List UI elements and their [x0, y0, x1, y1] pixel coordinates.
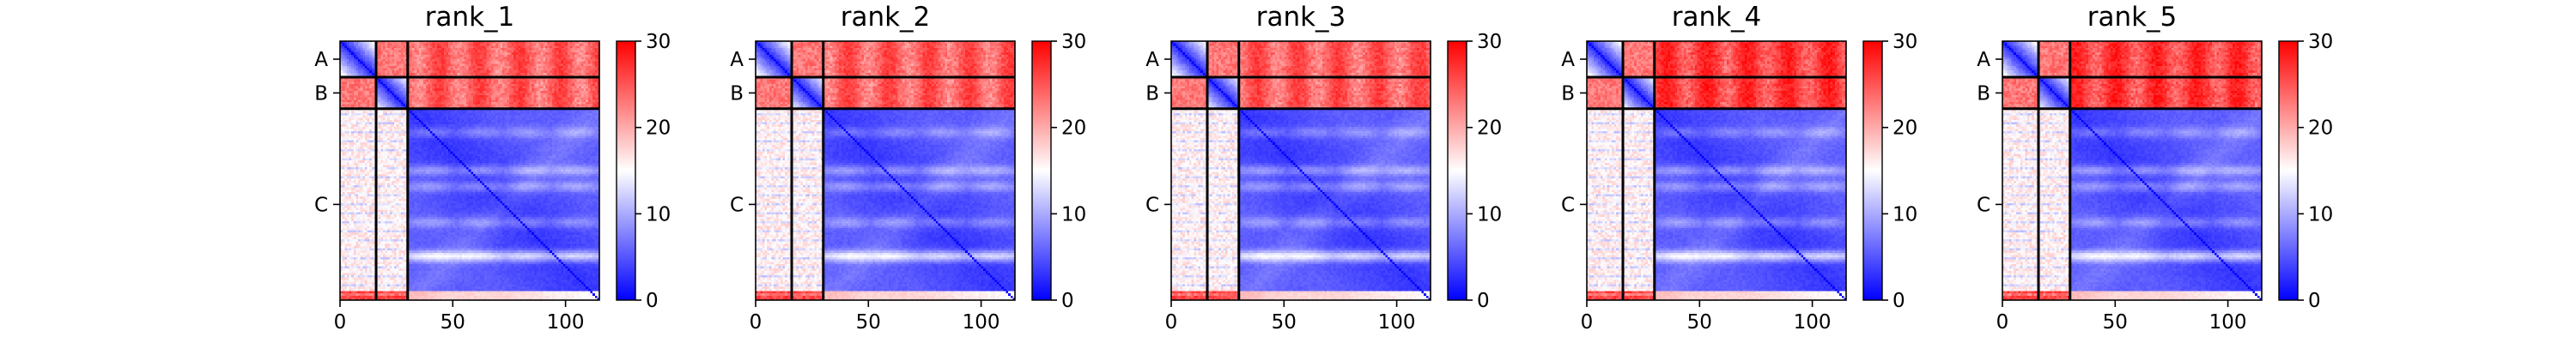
- x-tick-label: 0: [1581, 311, 1594, 334]
- panel-title: rank_4: [1672, 2, 1762, 33]
- colorbar-tick-label: 0: [2308, 290, 2321, 312]
- colorbar-tick-label: 30: [1477, 31, 1502, 53]
- chain-label: B: [314, 82, 328, 105]
- x-tick-label: 100: [1378, 311, 1416, 334]
- pae-heatmap: [756, 41, 1015, 300]
- chain-label: C: [1977, 194, 1990, 216]
- panel-title: rank_2: [841, 2, 931, 33]
- x-tick-label: 100: [963, 311, 1000, 334]
- x-tick-label: 0: [1165, 311, 1178, 334]
- colorbar-tick-label: 20: [1893, 117, 1917, 140]
- colorbar-tick-label: 20: [1477, 117, 1502, 140]
- colorbar-tick-label: 20: [1061, 117, 1086, 140]
- x-tick-label: 50: [2103, 311, 2128, 334]
- panel-title: rank_5: [2087, 2, 2178, 33]
- chain-label: C: [1145, 194, 1159, 216]
- pae-panel-4: rank_4 AB C 0 50 100 0 10 20 30: [1561, 2, 1917, 334]
- pae-panel-5: rank_5 AB C 0 50 100 0 10 20 30: [1977, 2, 2333, 334]
- colorbar: [1863, 41, 1882, 300]
- pae-panel-2: rank_2 AB C 0 50 100 0 10 20 30: [730, 2, 1086, 334]
- chain-label: A: [730, 49, 744, 71]
- x-tick-label: 0: [334, 311, 347, 334]
- chain-label: B: [1561, 82, 1575, 105]
- colorbar: [617, 41, 635, 300]
- x-tick-label: 50: [856, 311, 881, 334]
- colorbar-tick-label: 10: [2308, 203, 2333, 226]
- chain-label: A: [314, 49, 328, 71]
- pae-heatmap: [1171, 41, 1431, 300]
- x-tick-label: 100: [1794, 311, 1832, 334]
- x-tick-label: 0: [750, 311, 762, 334]
- chain-label: C: [314, 194, 328, 216]
- colorbar-tick-label: 10: [646, 203, 671, 226]
- colorbar-tick-label: 0: [1477, 290, 1490, 312]
- chain-label: C: [1561, 194, 1575, 216]
- colorbar: [2279, 41, 2298, 300]
- chain-label: A: [1561, 49, 1575, 71]
- pae-heatmap: [2002, 41, 2262, 300]
- x-tick-label: 50: [1272, 311, 1297, 334]
- chain-label: A: [1145, 49, 1159, 71]
- colorbar-tick-label: 20: [646, 117, 671, 140]
- chain-label: B: [1145, 82, 1159, 105]
- x-tick-label: 50: [440, 311, 465, 334]
- colorbar-tick-label: 30: [1893, 31, 1917, 53]
- colorbar-tick-label: 10: [1477, 203, 1502, 226]
- colorbar-tick-label: 30: [2308, 31, 2333, 53]
- x-tick-label: 100: [2209, 311, 2247, 334]
- pae-heatmap: [340, 41, 599, 300]
- pae-heatmap: [1587, 41, 1846, 300]
- pae-panel-3: rank_3 AB C 0 50 100 0 10 20 30: [1145, 2, 1502, 334]
- panel-title: rank_3: [1256, 2, 1346, 33]
- colorbar-tick-label: 10: [1893, 203, 1917, 226]
- colorbar-tick-label: 30: [646, 31, 671, 53]
- colorbar-tick-label: 0: [1893, 290, 1905, 312]
- chain-label: B: [730, 82, 744, 105]
- colorbar: [1032, 41, 1051, 300]
- x-tick-label: 0: [1996, 311, 2009, 334]
- colorbar: [1448, 41, 1467, 300]
- x-tick-label: 50: [1687, 311, 1712, 334]
- chain-label: C: [730, 194, 744, 216]
- colorbar-tick-label: 0: [1061, 290, 1074, 312]
- panel-title: rank_1: [425, 2, 515, 33]
- pae-panel-1: rank_1 AB C 0 50 100 0 10 20 30: [314, 2, 671, 334]
- colorbar-tick-label: 20: [2308, 117, 2333, 140]
- colorbar-tick-label: 0: [646, 290, 659, 312]
- x-tick-label: 100: [547, 311, 585, 334]
- chain-label: A: [1977, 49, 1990, 71]
- colorbar-tick-label: 30: [1061, 31, 1086, 53]
- colorbar-tick-label: 10: [1061, 203, 1086, 226]
- chain-label: B: [1977, 82, 1990, 105]
